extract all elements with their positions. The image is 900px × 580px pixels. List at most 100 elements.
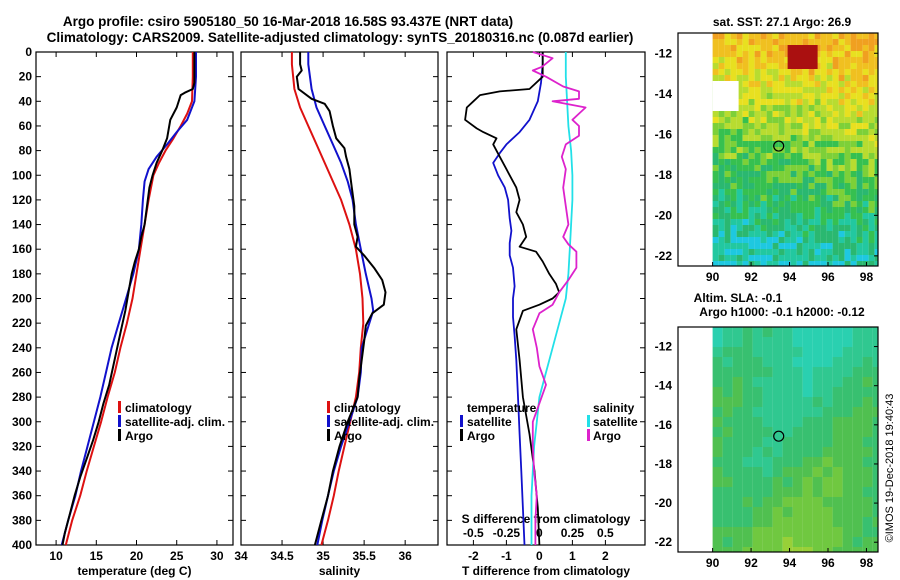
map-cell [766, 45, 773, 51]
map-cell [872, 437, 878, 447]
legend-swatch-t-satellite [460, 415, 463, 427]
map-cell [822, 507, 833, 517]
map-cell [808, 75, 815, 81]
map-cell [852, 397, 863, 407]
map-cell [778, 45, 785, 51]
map-cell [822, 527, 833, 537]
map-x-tick-label: 92 [744, 556, 758, 570]
map-cell [850, 33, 857, 39]
map-cell [842, 407, 853, 417]
map-cell [754, 207, 761, 213]
map-cell [812, 507, 823, 517]
map-cell [754, 45, 761, 51]
map-cell [868, 147, 875, 153]
map-cell [752, 377, 763, 387]
x-tick-label: 20 [130, 549, 144, 563]
y-tick-label: 300 [12, 415, 32, 429]
map-cell [862, 75, 869, 81]
map-cell [762, 447, 773, 457]
map-cell [718, 75, 725, 81]
map-cell [838, 213, 845, 219]
map-cell [802, 367, 813, 377]
map-cell [778, 93, 785, 99]
map-cell [766, 147, 773, 153]
map-cell [742, 63, 749, 69]
map-cell [784, 171, 791, 177]
map-cell [844, 63, 851, 69]
map-cell [838, 141, 845, 147]
map-cell [736, 225, 743, 231]
map-cell [832, 225, 839, 231]
map-cell [832, 537, 843, 547]
legend-swatch-t-argo [460, 429, 463, 441]
map-cell [874, 87, 878, 93]
map-cell [872, 397, 878, 407]
map-cell [826, 147, 833, 153]
map-cell [784, 261, 791, 266]
map-cell [832, 135, 839, 141]
map-cell [802, 407, 813, 417]
map-cell [862, 201, 869, 207]
map-cell [872, 327, 878, 337]
map-cell [724, 219, 731, 225]
map-cell [730, 39, 737, 45]
map-cell [736, 183, 743, 189]
map-cell [790, 207, 797, 213]
map-cell [730, 75, 737, 81]
legend-swatch-s-argo [587, 429, 590, 441]
map-cell [850, 237, 857, 243]
legend-label-s-satellite: satellite [593, 415, 638, 429]
map-cell [718, 225, 725, 231]
map-cell [808, 93, 815, 99]
map-cell [760, 183, 767, 189]
map-cell [822, 417, 833, 427]
map-cell [826, 87, 833, 93]
map-cell [772, 467, 783, 477]
map-cell [814, 225, 821, 231]
map-cell [856, 117, 863, 123]
map-cell [778, 63, 785, 69]
map-cell [844, 243, 851, 249]
map-cell [732, 457, 743, 467]
map-cell [844, 153, 851, 159]
map-cell [832, 337, 843, 347]
y-tick-label: 140 [12, 218, 32, 232]
map-cell [782, 457, 793, 467]
plot-area [446, 51, 646, 546]
map-cell [802, 195, 809, 201]
map-cell [832, 111, 839, 117]
map-cell [730, 117, 737, 123]
map-cell [852, 377, 863, 387]
map-cell [874, 165, 878, 171]
map-frame [677, 326, 879, 553]
map-cell [838, 129, 845, 135]
map-cell [790, 213, 797, 219]
map-cell [826, 243, 833, 249]
map-cell [856, 75, 863, 81]
map-cell [790, 219, 797, 225]
map-cell [852, 457, 863, 467]
y-tick-label: 60 [19, 119, 33, 133]
map-cell [778, 243, 785, 249]
map-cell [808, 111, 815, 117]
map-cell [778, 105, 785, 111]
map-cell [862, 159, 869, 165]
map-cell [850, 255, 857, 261]
map-cell [754, 87, 761, 93]
map-cell [838, 219, 845, 225]
map-cell [796, 171, 803, 177]
map-cell [838, 189, 845, 195]
map-cell [814, 255, 821, 261]
y-tick-label: 380 [12, 513, 32, 527]
plot-area [240, 51, 439, 546]
legend-label-argo: Argo [125, 429, 153, 443]
map-cell [844, 99, 851, 105]
map-cell [784, 219, 791, 225]
map-cell [842, 537, 853, 547]
map-cell [748, 129, 755, 135]
map-cell [808, 117, 815, 123]
map-cell [722, 337, 733, 347]
map-cell [844, 75, 851, 81]
map-cell [766, 123, 773, 129]
map-cell [838, 57, 845, 63]
